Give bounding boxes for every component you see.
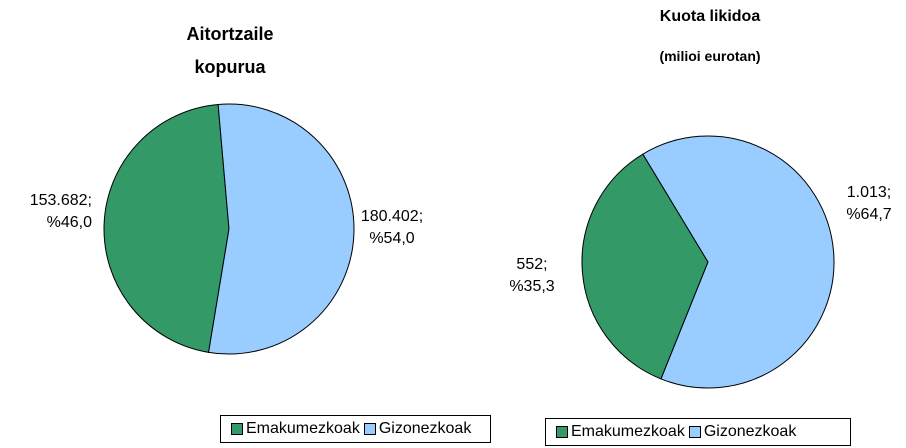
data-label: 1.013; %64,7 [846,184,892,223]
chart-title: Aitortzaile kopurua [186,24,274,77]
chart-title: Kuota likidoa [659,8,761,25]
legend: Emakumezkoak Gizonezkoak [545,418,851,446]
legend-label: Gizonezkoak [703,423,797,440]
pie-slice [103,103,230,353]
data-label: 153.682; %46,0 [29,192,92,231]
legend-swatch [231,423,243,435]
data-label: 552; %35,3 [509,256,555,295]
chart-subtitle: (milioi eurotan) [659,48,761,64]
data-label: 180.402; %54,0 [360,208,424,247]
legend-label: Emakumezkoak [571,423,685,440]
pie-slice [208,103,355,355]
legend-swatch [688,426,701,438]
legend-swatch [363,423,376,435]
legend-swatch [556,426,568,438]
legend-label: Gizonezkoak [378,420,472,437]
legend: Emakumezkoak Gizonezkoak [220,415,491,443]
pie-slice [642,135,835,389]
legend-label: Emakumezkoak [246,420,360,437]
